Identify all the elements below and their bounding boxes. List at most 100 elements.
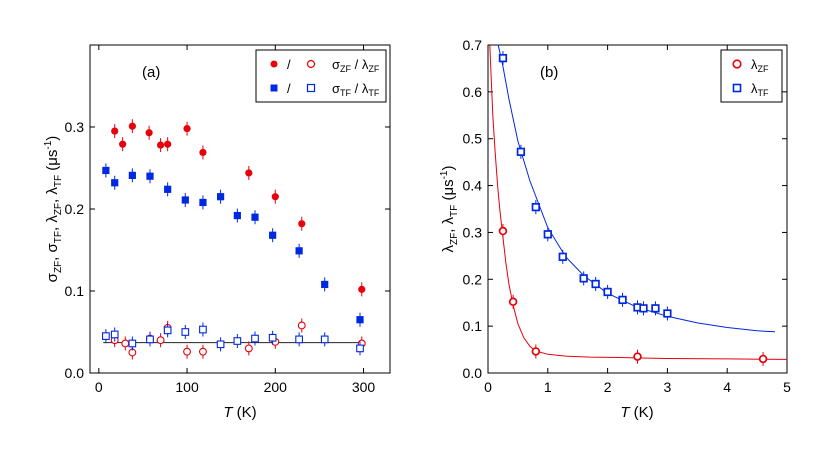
legend-slash-1: / — [287, 57, 291, 72]
y-tick-label-b-1: 0.1 — [463, 318, 483, 334]
x-tick-label-a-3: 300 — [352, 379, 376, 395]
point-a-σTF-0 — [102, 166, 110, 175]
point-a-λZF-7 — [198, 347, 207, 356]
point-a-λTF-12 — [320, 335, 329, 344]
y-tick-label-b-6: 0.6 — [463, 84, 483, 100]
point-a-λTF-9 — [251, 334, 259, 343]
point-a-σZF-2 — [128, 122, 136, 130]
point-b-λTF-11 — [651, 304, 660, 313]
point-a-λZF-1 — [121, 339, 130, 348]
point-a-λTF-3 — [146, 335, 154, 344]
x-tick-label-b-3: 3 — [664, 379, 672, 395]
x-tick-label-a-1: 100 — [175, 379, 199, 395]
data-points-b — [498, 51, 768, 366]
y-tick-label-b-2: 0.2 — [463, 271, 483, 287]
panel-label-b: (b) — [540, 64, 558, 81]
y-tick-label-b-4: 0.4 — [463, 178, 483, 194]
point-a-λTF-7 — [216, 340, 225, 349]
point-a-λTF-8 — [233, 337, 242, 345]
legend-slash-2: / — [287, 81, 291, 96]
point-a-λZF-6 — [183, 347, 192, 356]
y-ticks-b: 0.0 0.1 0.2 0.3 0.4 0.5 0.6 0.7 — [463, 37, 787, 381]
point-b-λTF-4 — [558, 252, 567, 261]
legend-marker-sigma-zf — [270, 60, 278, 68]
point-a-σZF-11 — [358, 285, 366, 293]
x-tick-label-b-2: 2 — [604, 379, 612, 395]
point-a-λTF-1 — [110, 330, 119, 339]
x-ticks-b: 0 1 2 3 4 5 — [484, 45, 791, 395]
point-a-σZF-5 — [164, 140, 172, 148]
point-a-σTF-3 — [146, 172, 154, 180]
point-a-λTF-5 — [181, 328, 190, 336]
x-tick-label-b-5: 5 — [783, 379, 791, 395]
panel-label-a: (a) — [142, 64, 160, 81]
point-b-λTF-1 — [516, 147, 526, 156]
point-a-σZF-6 — [183, 125, 191, 133]
y-tick-label-a-1: 0.1 — [65, 283, 85, 299]
x-axis-label-b: T (K) — [620, 404, 653, 421]
y-tick-label-b-5: 0.5 — [463, 131, 483, 147]
point-a-σZF-1 — [119, 140, 127, 148]
y-tick-label-a-3: 0.3 — [65, 119, 85, 135]
point-a-λTF-13 — [356, 344, 364, 353]
point-a-σTF-8 — [233, 211, 241, 220]
data-points-a — [102, 119, 366, 360]
panel-b: (b) 0 1 2 3 4 5 0.0 0.1 0.2 0.3 0.4 0.5 0.6 0.7 T (K… — [439, 37, 791, 421]
x-tick-label-b-4: 4 — [723, 379, 731, 395]
point-a-σZF-4 — [156, 141, 165, 149]
point-b-λZF-3 — [633, 352, 642, 361]
point-a-λZF-4 — [156, 336, 165, 345]
legend-marker-lambda-tf-b — [732, 83, 742, 93]
legend-b: λZF λTF — [720, 49, 783, 103]
point-a-σZF-7 — [199, 148, 207, 157]
point-a-σZF-0 — [111, 127, 119, 135]
point-b-λTF-7 — [603, 287, 612, 297]
point-a-σZF-9 — [271, 193, 279, 201]
x-tick-label-a-2: 200 — [264, 379, 288, 395]
point-b-λTF-12 — [663, 309, 672, 318]
point-a-σTF-12 — [321, 280, 329, 289]
x-ticks-a: 0 100 200 300 — [95, 45, 375, 395]
point-a-σZF-10 — [298, 220, 306, 228]
legend-marker-lambda-tf — [306, 83, 316, 93]
y-ticks-a: 0.0 0.1 0.2 0.3 — [65, 119, 390, 381]
point-b-λTF-8 — [618, 295, 627, 305]
point-a-σTF-1 — [111, 179, 119, 187]
point-a-λZF-10 — [297, 321, 306, 330]
point-b-λTF-3 — [543, 230, 552, 239]
y-axis-label-b: λZF, λTF (μs-1) — [439, 166, 460, 253]
point-a-λZF-8 — [244, 344, 253, 353]
x-tick-label-b-1: 1 — [544, 379, 552, 395]
point-a-σTF-11 — [295, 247, 303, 255]
x-tick-label-b-0: 0 — [484, 379, 492, 395]
point-b-λZF-0 — [498, 226, 508, 236]
y-tick-label-b-3: 0.3 — [463, 224, 483, 240]
y-tick-label-a-2: 0.2 — [65, 201, 85, 217]
point-a-λTF-10 — [268, 333, 277, 342]
point-a-σZF-8 — [245, 169, 253, 177]
point-a-σTF-4 — [164, 185, 172, 193]
plot-frame-b — [487, 44, 788, 374]
x-axis-label-a: T (K) — [223, 404, 256, 421]
point-b-λTF-5 — [579, 274, 588, 283]
point-a-σTF-9 — [251, 213, 259, 221]
point-b-λZF-4 — [758, 354, 768, 364]
y-tick-label-a-0: 0.0 — [65, 365, 85, 381]
fit-curve-0 — [489, 44, 788, 360]
legend-a: / σZF / λZF / σTF / λTF — [255, 49, 387, 103]
point-a-σTF-6 — [199, 198, 207, 207]
y-tick-label-b-7: 0.7 — [463, 37, 483, 53]
point-a-σTF-10 — [269, 231, 277, 239]
legend-marker-sigma-tf — [270, 84, 278, 92]
point-b-λTF-2 — [531, 202, 540, 212]
legend-marker-lambda-zf-b — [732, 59, 742, 69]
point-a-σTF-5 — [181, 196, 189, 204]
point-a-λTF-4 — [163, 326, 172, 335]
point-a-λTF-2 — [128, 339, 137, 348]
point-a-σTF-7 — [216, 193, 225, 201]
point-a-σTF-13 — [356, 316, 364, 324]
point-a-λTF-6 — [199, 325, 207, 334]
y-tick-label-b-0: 0.0 — [463, 365, 483, 381]
point-a-σTF-2 — [128, 171, 136, 179]
